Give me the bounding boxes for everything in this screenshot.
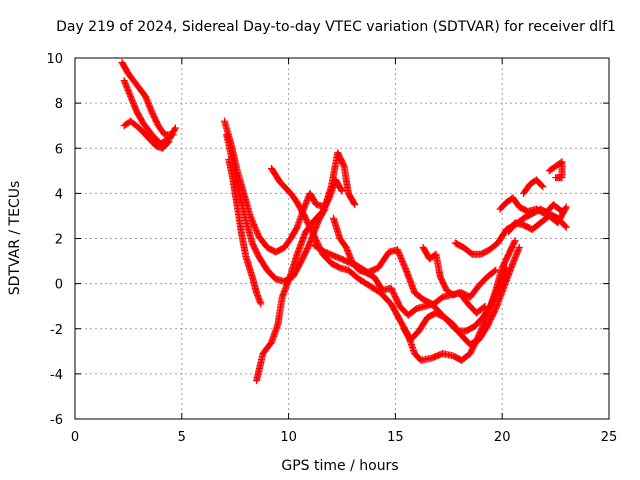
data-point [337,186,345,194]
data-point [165,137,173,145]
series-track-11 [400,244,523,349]
data-point [539,183,547,191]
x-tick-label: 25 [601,430,618,445]
y-tick-label: 0 [55,278,63,293]
data-point [338,187,346,195]
x-tick-label: 20 [494,430,511,445]
data-point [561,222,569,230]
data-point [511,237,519,245]
y-axis-label: SDTVAR / TECUs [7,181,23,296]
series-track-6 [225,156,265,308]
x-tick-label: 0 [71,430,79,445]
x-axis-label: GPS time / hours [281,458,398,474]
y-tick-label: -2 [50,323,63,338]
series-track-2 [120,77,179,148]
plot-frame [74,57,610,420]
y-tick-label: 6 [55,142,63,157]
data-point [562,203,570,211]
series-track-1 [118,59,177,139]
data-point [492,266,500,274]
x-tick-label: 10 [280,430,297,445]
data-point [351,201,359,209]
data-point [562,204,570,212]
data-point [257,300,265,308]
data-point [491,267,499,275]
series-track-9 [310,241,510,335]
y-tick-label: 4 [55,187,63,202]
series-track-17 [545,158,566,182]
chart-title: Day 219 of 2024, Sidereal Day-to-day VTE… [56,19,616,35]
data-point [164,139,172,147]
series-track-10 [329,214,500,319]
y-tick-label: -4 [50,368,63,383]
data-point [171,125,179,133]
data-point [552,174,560,182]
data-point [350,199,358,207]
x-tick-label: 5 [178,430,186,445]
data-point [538,181,546,189]
series-track-15 [505,203,570,236]
series-track-3 [120,117,173,152]
series-track-12 [419,244,489,317]
data-points [118,59,570,385]
data-point [481,302,489,310]
data-point [515,244,523,252]
data-point [562,223,570,231]
y-tick-label: 8 [55,97,63,112]
series-track-16 [520,176,547,197]
y-tick-label: 2 [55,233,63,248]
data-point [480,303,488,311]
y-tick-label: -6 [50,413,63,428]
axis-ticks: 0 5 10 15 20 25 -6 -4 -2 0 2 4 6 8 10 [46,52,617,445]
x-tick-label: 15 [387,430,404,445]
data-point [171,124,179,132]
data-point [510,238,518,246]
y-tick-label: 10 [46,52,63,67]
